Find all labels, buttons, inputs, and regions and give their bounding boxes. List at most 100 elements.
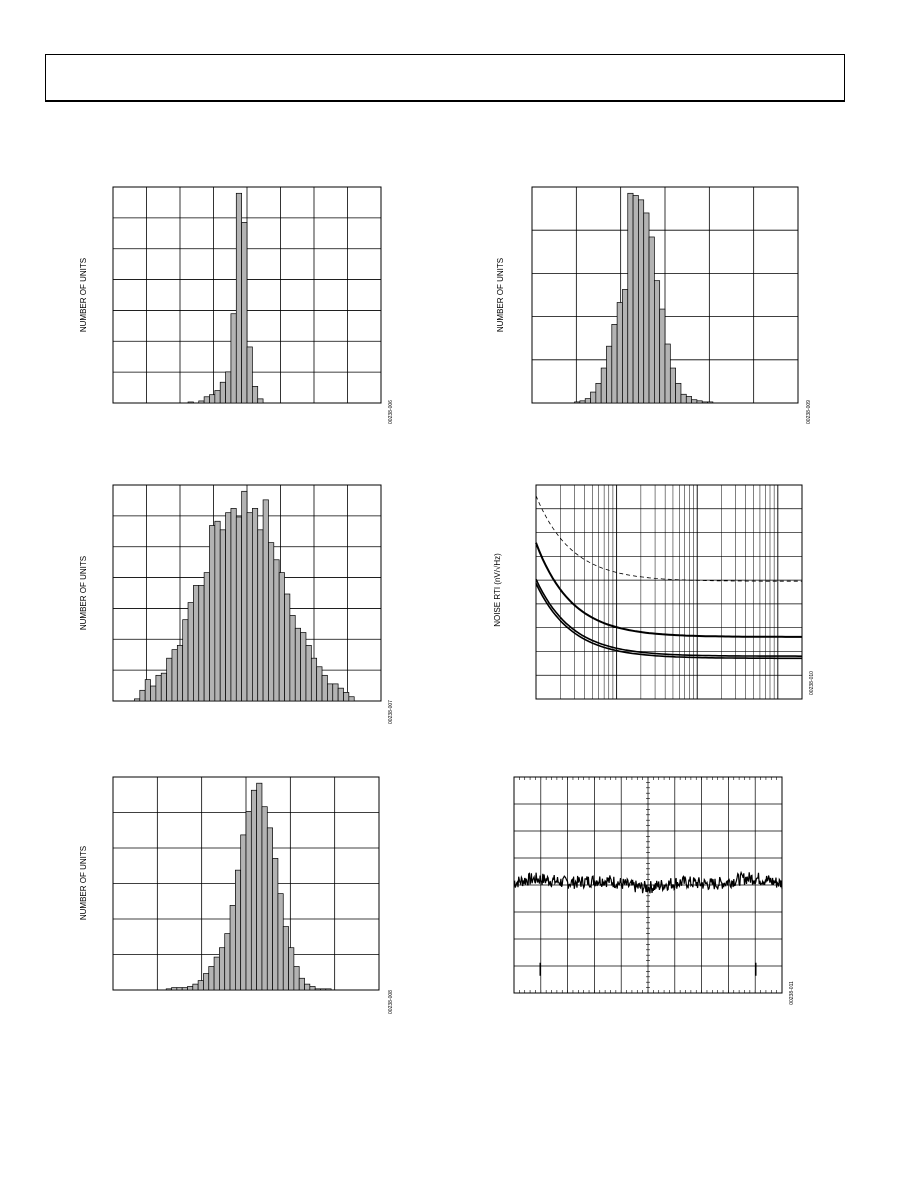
histogram-bar [203,396,210,404]
histogram-bar [139,689,146,702]
y-axis-label: NOISE RTI (nV/√Hz) [493,553,502,627]
histogram-bar [316,666,323,702]
histogram-bar [272,858,279,991]
histogram-bar [256,782,263,991]
figure-code: 00238-011 [789,981,795,1005]
histogram-bar [648,236,655,404]
histogram-bar [214,390,221,404]
histogram-bar [282,926,289,991]
histogram-bar [219,381,226,404]
histogram-bar [696,400,703,404]
histogram-bar [294,627,301,702]
histogram-bar [300,632,307,702]
histogram-bar [622,289,629,404]
histogram-bar [257,529,264,702]
histogram-bar [193,585,200,702]
histogram-bar [197,980,204,991]
histogram-bar [181,987,188,991]
histogram-bar [235,516,242,702]
histogram-bar [187,401,194,404]
page-header-box [45,54,845,102]
figure-code: 00238-007 [388,700,394,724]
histogram-bar [691,399,698,404]
histogram-bar [654,280,661,404]
y-axis-label: NUMBER OF UNITS [79,556,88,630]
figure-code: 00238-009 [806,400,812,424]
histogram-bar [246,346,253,404]
histogram-bar [659,308,666,404]
histogram-bar [298,977,305,991]
histogram-bar [250,789,257,991]
histogram-bar [252,386,259,404]
histogram-bar [171,987,178,991]
y-axis-label: NUMBER OF UNITS [496,258,505,332]
histogram-bar [680,393,687,404]
histogram-bar [252,508,259,702]
histogram-bar [343,692,350,702]
histogram-bar [203,973,210,991]
histogram-bar [245,811,252,991]
histogram-bar [235,869,242,991]
figure-code: 00238-010 [809,671,815,695]
histogram-bar [305,645,312,702]
histogram-bar [600,367,607,404]
histogram-bar [321,674,328,702]
histogram-bar [241,222,248,404]
histogram-bar [187,602,194,702]
histogram-bar [277,893,284,991]
figure-code: 00238-008 [388,990,394,1014]
histogram-bar [225,512,232,702]
figure-code: 00238-006 [388,400,394,424]
histogram-bar [632,195,639,404]
histogram-bar [669,367,676,404]
histogram-bar [268,542,275,702]
histogram-bar [213,956,220,991]
histogram-bar [327,683,334,702]
histogram-bar [701,401,708,404]
histogram-bar [208,966,215,991]
histogram-bar [198,585,205,702]
histogram-bar [579,400,586,404]
fig-b-chart: NUMBER OF UNITS 00238-009 [496,186,812,424]
histogram-bar [261,806,268,991]
histogram-bar [176,987,183,991]
histogram-bar [171,649,178,702]
histogram-bar [214,520,221,702]
plot-frame [535,484,803,700]
histogram-bar [219,947,226,991]
histogram-bar [685,396,692,404]
histogram-bar [337,687,344,702]
histogram-bar [266,827,273,991]
histogram-bar [187,986,194,991]
histogram-bar [134,698,141,702]
histogram-bar [182,619,189,702]
histogram-bar [165,988,172,991]
histogram-bar [293,966,300,991]
histogram-bar [574,401,581,404]
fig-e-chart: NUMBER OF UNITS 00238-008 [79,776,394,1014]
histogram-bar [235,192,242,404]
histogram-bar [616,302,623,404]
histogram-bar [664,343,671,404]
histogram-bar [160,672,167,702]
histogram-bar [284,593,291,702]
histogram-bar [611,324,618,404]
histogram-bar [155,674,162,702]
histogram-bar [262,499,269,702]
histogram-bar [230,508,237,702]
histogram-bar [240,834,247,991]
histogram-bar [198,400,205,404]
histogram-bar [638,199,645,404]
histogram-bar [209,394,216,404]
y-axis-label: NUMBER OF UNITS [79,258,88,332]
histogram-bar [176,645,184,702]
histogram-bar [309,986,316,991]
histogram-bar [304,983,311,991]
histogram-bar [332,683,339,702]
histogram-bar [314,988,321,991]
histogram-bar [348,696,355,702]
histogram-bar [584,398,591,404]
fig-c-chart: NUMBER OF UNITS 00238-007 [79,484,394,724]
histogram-bar [273,559,280,702]
